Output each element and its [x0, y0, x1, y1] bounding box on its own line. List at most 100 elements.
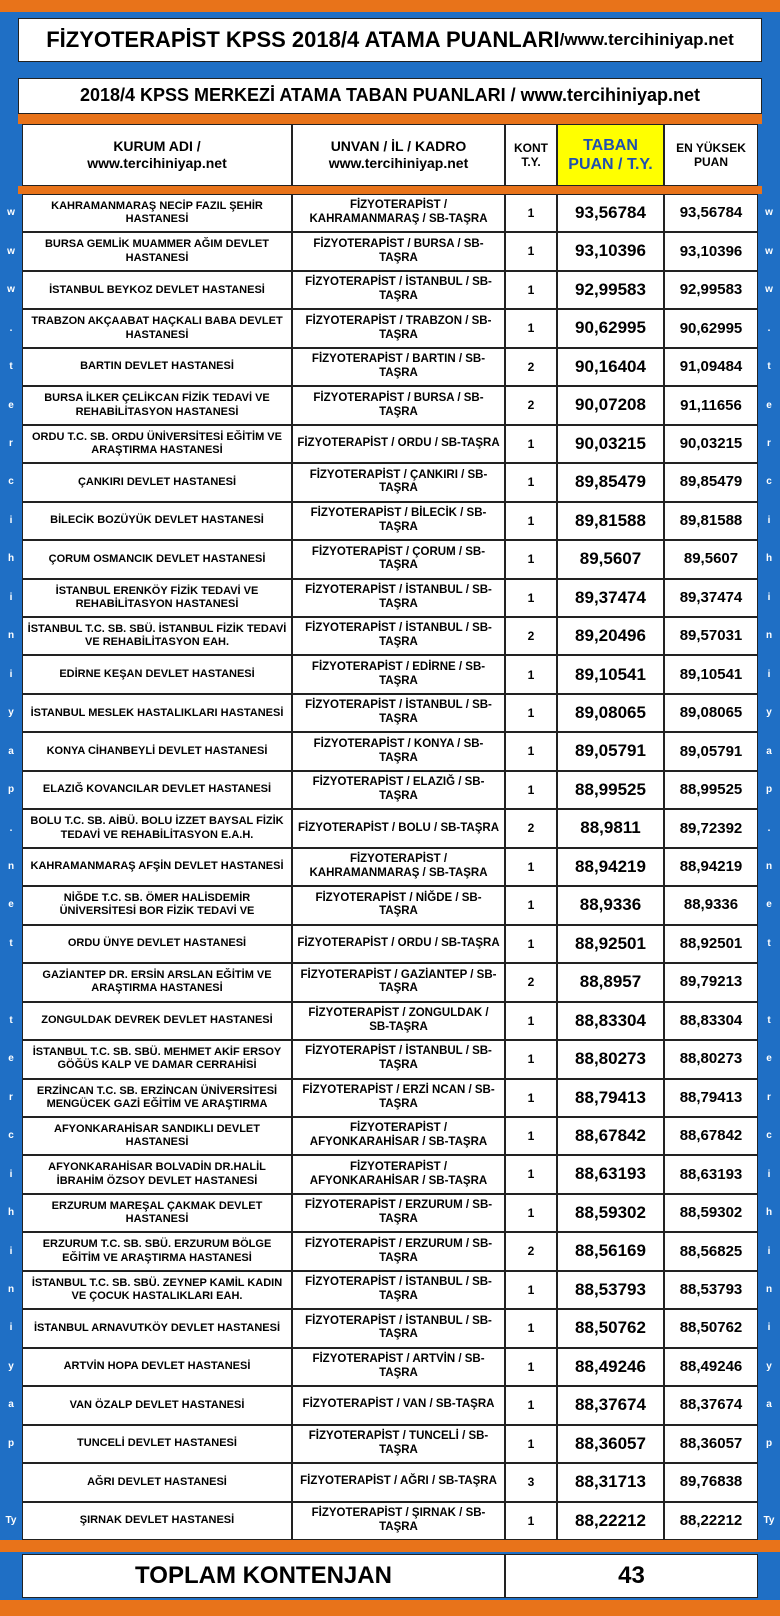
side-letter: p [0, 771, 22, 809]
table-cell: FİZYOTERAPİST / ORDU / SB-TAŞRA [292, 924, 505, 964]
institution: ORDU ÜNYE DEVLET HASTANESİ [67, 937, 247, 950]
side-letter: w [0, 194, 22, 232]
table-cell: 1 [505, 886, 557, 925]
quota: 1 [527, 859, 535, 874]
table-cell: FİZYOTERAPİST / KAHRAMANMARAŞ / SB-TAŞRA [292, 847, 505, 887]
table-cell: 88,99525 [557, 770, 664, 810]
total-value: 43 [618, 1561, 645, 1589]
base-score: 92,99583 [575, 279, 646, 299]
side-letter-text: n [765, 630, 773, 642]
side-letter: w [0, 232, 22, 270]
table-cell: FİZYOTERAPİST / KAHRAMANMARAŞ / SB-TAŞRA [292, 194, 505, 233]
side-letter: t [758, 925, 780, 963]
max-score: 88,36057 [679, 1434, 743, 1452]
institution: İSTANBUL ARNAVUTKÖY DEVLET HASTANESİ [33, 1321, 281, 1334]
side-letter: e [758, 886, 780, 924]
side-letter: y [758, 694, 780, 732]
max-score: 88,9336 [683, 896, 739, 914]
table-cell: 88,9811 [557, 809, 664, 848]
side-letter: w [0, 271, 22, 309]
base-score: 88,31713 [575, 1472, 646, 1492]
base-score: 90,07208 [575, 395, 646, 415]
table-cell: 89,57031 [664, 617, 758, 656]
quota: 1 [527, 321, 535, 336]
side-letter-text: n [7, 860, 15, 872]
table-cell: FİZYOTERAPİST / BİLECİK / SB-TAŞRA [292, 501, 505, 541]
table-cell: 88,67842 [664, 1116, 758, 1156]
max-score: 88,67842 [679, 1127, 743, 1145]
table-cell: 1 [505, 1193, 557, 1233]
table-cell: 90,62995 [557, 309, 664, 348]
side-letter: i [0, 655, 22, 693]
side-letter: w [758, 232, 780, 270]
quota: 1 [527, 475, 535, 490]
table-cell: 90,07208 [557, 386, 664, 425]
top-bar [0, 0, 780, 12]
side-letter: i [758, 579, 780, 617]
side-letter: i [758, 502, 780, 540]
institution: KONYA CİHANBEYLİ DEVLET HASTANESİ [46, 745, 268, 758]
institution: BURSA İLKER ÇELİKCAN FİZİK TEDAVİ VE REH… [44, 392, 270, 418]
side-letter-text: e [766, 1053, 772, 1065]
table-cell: 1 [505, 847, 557, 887]
quota: 1 [527, 744, 535, 759]
table-cell: 89,72392 [664, 809, 758, 848]
table-cell: FİZYOTERAPİST / İSTANBUL / SB-TAŞRA [292, 617, 505, 656]
max-score: 89,79213 [679, 973, 743, 991]
side-letter-text: i [9, 1245, 13, 1257]
table-cell: FİZYOTERAPİST / İSTANBUL / SB-TAŞRA [292, 1270, 505, 1310]
table-cell: 93,56784 [664, 194, 758, 233]
table-cell: 89,10541 [557, 655, 664, 694]
table-cell: ZONGULDAK DEVREK DEVLET HASTANESİ [22, 1001, 292, 1041]
side-letter-text: y [766, 707, 772, 719]
table-cell: 1 [505, 463, 557, 502]
side-letter: e [758, 1040, 780, 1078]
max-score: 89,05791 [679, 742, 743, 760]
position: FİZYOTERAPİST / NİĞDE / SB-TAŞRA [315, 891, 482, 918]
side-letter-text: i [767, 668, 771, 680]
institution: EDİRNE KEŞAN DEVLET HASTANESİ [59, 668, 255, 681]
table-cell: 1 [505, 693, 557, 733]
table-cell: 88,22212 [664, 1501, 758, 1540]
side-letter-text: c [8, 476, 14, 488]
header-line: T.Y. [521, 155, 541, 169]
table-cell: FİZYOTERAPİST / BARTIN / SB-TAŞRA [292, 347, 505, 387]
table-cell: FİZYOTERAPİST / KONYA / SB-TAŞRA [292, 732, 505, 771]
side-letter: h [0, 540, 22, 578]
position: FİZYOTERAPİST / KAHRAMANMARAŞ / SB-TAŞRA [309, 199, 488, 226]
side-letter: Ty [0, 1502, 22, 1540]
table-cell: 88,9336 [664, 886, 758, 925]
institution: TRABZON AKÇAABAT HAÇKALI BABA DEVLET HAS… [31, 315, 283, 341]
position: FİZYOTERAPİST / İSTANBUL / SB-TAŞRA [305, 1314, 492, 1341]
base-score: 89,81588 [575, 510, 646, 530]
quota: 1 [527, 590, 535, 605]
institution: İSTANBUL MESLEK HASTALIKLARI HASTANESİ [30, 706, 284, 719]
side-letter-text: i [9, 668, 13, 680]
institution: NİĞDE T.C. SB. ÖMER HALİSDEMİR ÜNİVERSİT… [59, 892, 255, 918]
side-letter-text: t [9, 1014, 13, 1026]
table-cell: ŞIRNAK DEVLET HASTANESİ [22, 1501, 292, 1540]
side-letter: r [758, 1079, 780, 1117]
side-letter-text: e [8, 399, 14, 411]
table-cell: BİLECİK BOZÜYÜK DEVLET HASTANESİ [22, 501, 292, 541]
max-score: 92,99583 [679, 281, 743, 299]
table-cell: 3 [505, 1463, 557, 1502]
side-letter-text: e [8, 899, 14, 911]
table-cell: 90,03215 [664, 424, 758, 464]
quota: 1 [527, 898, 535, 913]
table-cell: ELAZIĞ KOVANCILAR DEVLET HASTANESİ [22, 770, 292, 810]
table-cell: 1 [505, 1040, 557, 1079]
side-letter-text: a [766, 1399, 772, 1411]
side-letter: i [758, 1232, 780, 1270]
side-letter: a [0, 1386, 22, 1424]
table-cell: İSTANBUL ERENKÖY FİZİK TEDAVİ VE REHABİL… [22, 578, 292, 618]
table-cell: İSTANBUL T.C. SB. SBÜ. ZEYNEP KAMİL KADI… [22, 1270, 292, 1310]
base-score: 88,67842 [575, 1126, 646, 1145]
side-letter-text: i [767, 514, 771, 526]
table-cell: 91,11656 [664, 386, 758, 425]
table-cell: 88,9336 [557, 886, 664, 925]
table-cell: 1 [505, 924, 557, 964]
side-letter: . [0, 309, 22, 347]
table-cell: 88,63193 [664, 1155, 758, 1194]
position: FİZYOTERAPİST / GAZİANTEP / SB-TAŞRA [300, 968, 497, 995]
